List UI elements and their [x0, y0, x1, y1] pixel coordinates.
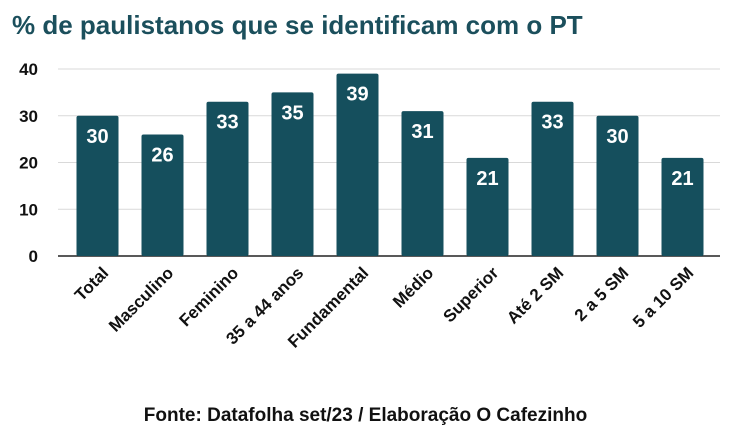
data-label: 33 [541, 112, 563, 134]
data-label: 31 [411, 121, 433, 143]
bar-chart: 0 10 20 30 40 30 26 33 35 39 31 21 33 30 21 TotalMasc… [19, 60, 720, 352]
x-tick-label: Total [71, 263, 112, 304]
source-note: Fonte: Datafolha set/23 / Elaboração O C… [143, 405, 588, 426]
y-tick-label: 40 [19, 60, 38, 79]
bar [596, 115, 639, 256]
data-label: 33 [216, 112, 238, 134]
y-axis-ticks: 0 10 20 30 40 [19, 60, 38, 266]
x-tick-label: 5 a 10 SM [629, 263, 697, 331]
data-label: 21 [671, 168, 693, 190]
y-tick-label: 10 [19, 200, 38, 219]
bar [141, 134, 184, 256]
data-label: 21 [476, 168, 498, 190]
data-label: 30 [86, 126, 108, 148]
bar [531, 101, 574, 256]
data-label: 35 [281, 102, 303, 124]
bar [76, 115, 119, 256]
x-tick-label: Masculino [105, 263, 177, 335]
x-tick-label: Até 2 SM [503, 263, 567, 327]
data-label: 26 [151, 144, 173, 166]
data-label: 30 [606, 126, 628, 148]
chart-title: % de paulistanos que se identificam com … [12, 10, 583, 40]
data-label: 39 [346, 84, 368, 106]
bar [401, 111, 444, 256]
bar [466, 157, 509, 256]
bar [271, 92, 314, 256]
x-tick-label: Médio [389, 263, 437, 311]
y-tick-label: 20 [19, 154, 38, 173]
bar [336, 73, 379, 256]
y-tick-label: 0 [29, 247, 38, 266]
x-tick-label: Superior [439, 263, 502, 326]
bar [661, 157, 704, 256]
bars: 30 26 33 35 39 31 21 33 30 21 [76, 73, 704, 256]
x-tick-label: 2 a 5 SM [571, 263, 633, 325]
bar [206, 101, 249, 256]
x-tick-label: Feminino [175, 263, 242, 330]
y-tick-label: 30 [19, 107, 38, 126]
